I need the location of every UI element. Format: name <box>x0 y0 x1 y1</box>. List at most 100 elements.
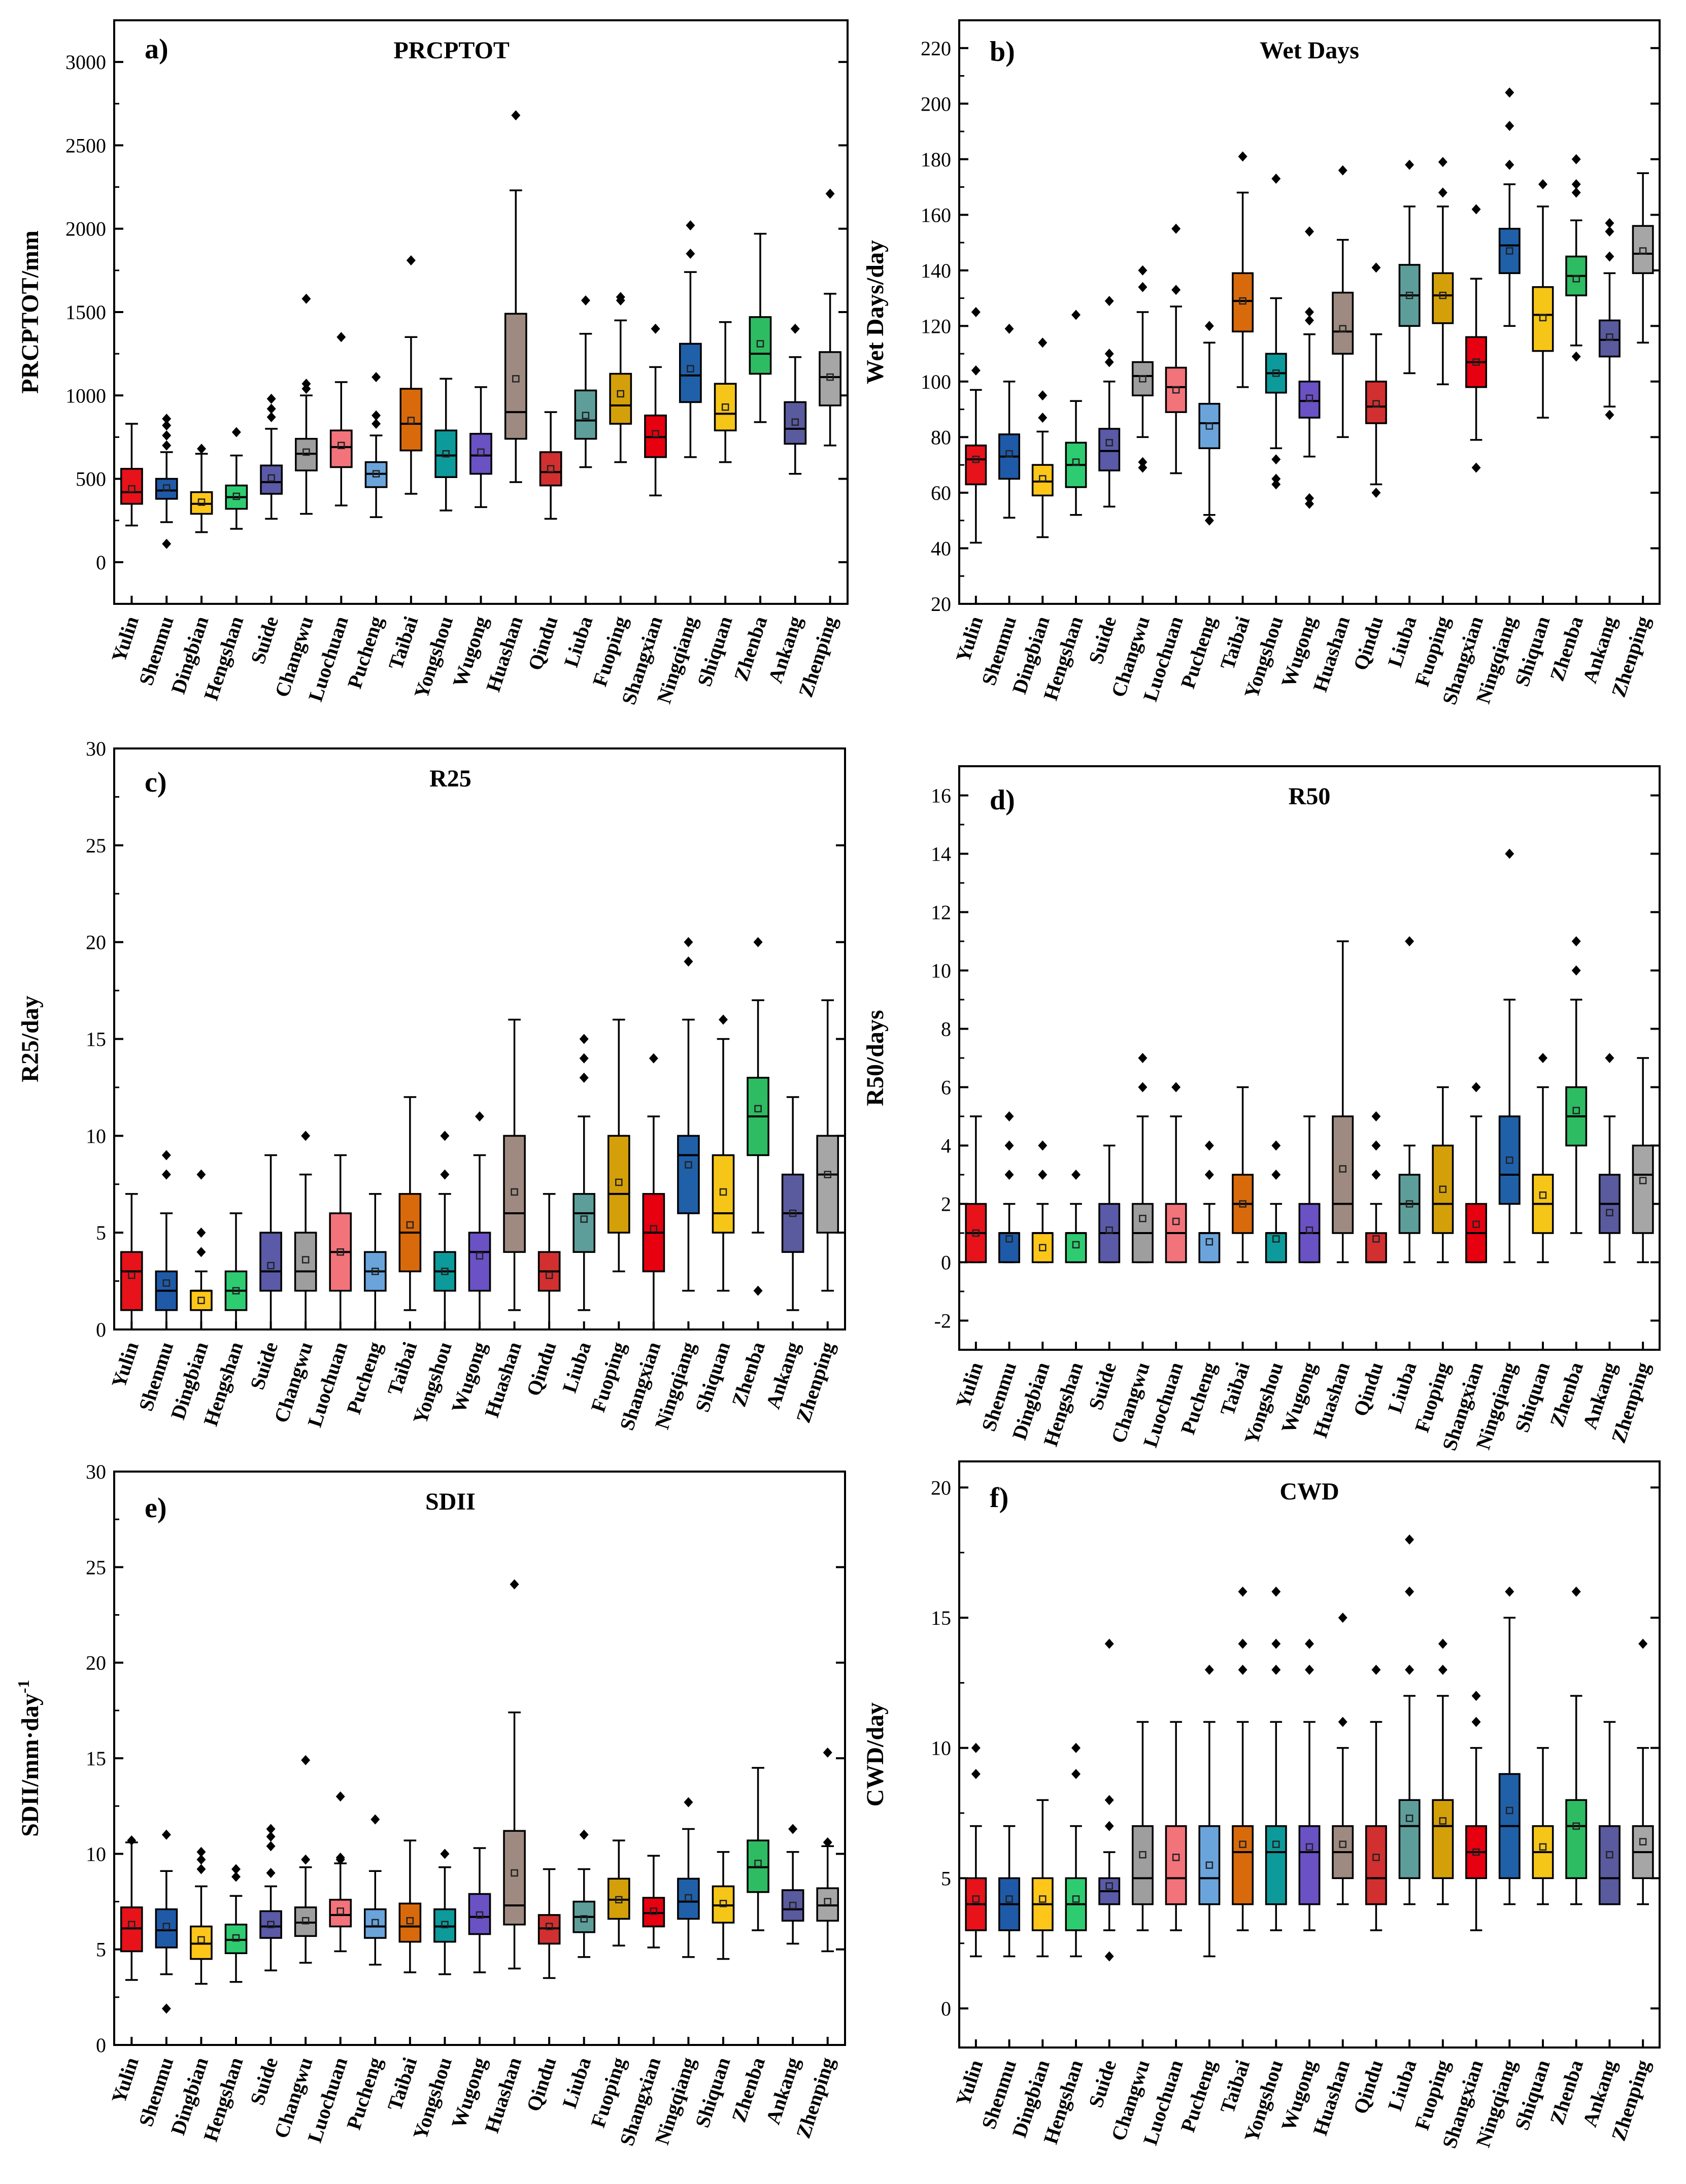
outlier-point <box>1271 454 1281 465</box>
mean-marker <box>128 1271 136 1279</box>
y-tick-label: 0 <box>96 1318 106 1341</box>
outlier-point <box>1371 262 1381 273</box>
outlier-point <box>1538 1053 1547 1063</box>
iqr-box <box>259 1910 282 1939</box>
outlier-point <box>1305 226 1314 237</box>
outlier-point <box>1505 1586 1514 1597</box>
mean-marker <box>1572 1822 1580 1830</box>
iqr-box <box>712 1154 735 1234</box>
outlier-point <box>1405 1664 1414 1675</box>
iqr-box <box>329 429 353 468</box>
outlier-point <box>1104 357 1114 367</box>
box-qindu: Qindu <box>523 411 562 673</box>
mean-marker <box>685 1161 692 1169</box>
outlier-point <box>301 1131 311 1141</box>
outlier-point <box>196 1227 206 1238</box>
y-tick-label: 220 <box>921 37 951 60</box>
outlier-point <box>1338 1717 1347 1727</box>
y-tick-label: 120 <box>921 315 951 337</box>
panel-label: d) <box>990 784 1015 816</box>
iqr-box <box>1031 464 1054 497</box>
outlier-point <box>1471 204 1481 215</box>
outlier-point <box>1438 157 1447 167</box>
mean-marker <box>407 417 415 424</box>
mean-marker <box>128 1921 136 1928</box>
outlier-point <box>196 1169 206 1180</box>
mean-marker <box>1239 1200 1246 1208</box>
outlier-point <box>1605 218 1614 228</box>
mean-marker <box>547 465 555 473</box>
mean-marker <box>824 1171 831 1178</box>
mean-marker <box>1005 1235 1013 1243</box>
mean-marker <box>441 1268 449 1275</box>
iqr-box <box>1565 1799 1588 1880</box>
outlier-point <box>1271 1140 1281 1151</box>
mean-marker <box>1139 1215 1147 1222</box>
mean-marker <box>582 412 590 419</box>
mean-marker <box>406 1221 414 1229</box>
outlier-point <box>1271 479 1281 490</box>
mean-marker <box>162 1923 171 1930</box>
y-tick-label: 30 <box>86 1460 106 1483</box>
iqr-box <box>1498 1115 1521 1205</box>
outlier-point <box>719 1014 728 1025</box>
outlier-point <box>1271 1586 1281 1597</box>
mean-marker <box>1439 1817 1447 1825</box>
iqr-box <box>469 433 492 475</box>
chart-title: CWD <box>1279 1478 1339 1505</box>
y-tick-label: 1500 <box>65 301 106 324</box>
mean-marker <box>1272 1235 1280 1243</box>
iqr-box <box>1332 1115 1354 1234</box>
outlier-point <box>1571 187 1581 198</box>
y-tick-label: 10 <box>86 1124 106 1147</box>
panel-label: e) <box>145 1492 167 1524</box>
panel-label: a) <box>145 33 168 65</box>
mean-marker <box>267 1261 275 1270</box>
outlier-point <box>1571 936 1581 946</box>
outlier-point <box>686 249 695 259</box>
outlier-point <box>1004 1111 1014 1121</box>
mean-marker <box>128 485 136 493</box>
outlier-point <box>581 295 590 305</box>
mean-marker <box>162 1279 171 1287</box>
outlier-point <box>161 1169 171 1180</box>
outlier-point <box>1471 1691 1481 1701</box>
outlier-point <box>1471 1717 1481 1727</box>
mean-marker <box>1305 1226 1313 1234</box>
outlier-point <box>1204 1170 1214 1180</box>
mean-marker <box>1305 1843 1313 1851</box>
panel-label: f) <box>990 1482 1008 1514</box>
iqr-box <box>120 1251 143 1311</box>
y-tick-label: 0 <box>941 1997 951 2020</box>
outlier-point <box>1305 307 1314 317</box>
mean-marker <box>1339 325 1346 333</box>
mean-marker <box>197 1296 205 1304</box>
outlier-point <box>1204 515 1214 526</box>
y-tick-label: -2 <box>934 1310 951 1333</box>
outlier-point <box>1505 848 1514 859</box>
outlier-point <box>684 956 693 967</box>
y-axis-label-superscript: -1 <box>14 1680 32 1693</box>
outlier-point <box>1204 1140 1214 1151</box>
iqr-box <box>1198 402 1221 450</box>
mean-marker <box>1072 458 1080 466</box>
outlier-point <box>684 937 693 947</box>
mean-marker <box>580 1915 588 1923</box>
mean-marker <box>1339 1840 1346 1848</box>
x-tick-label: Yulin <box>951 2057 987 2108</box>
box-liuba: Liuba <box>1383 1534 1421 2113</box>
box-yulin: Yulin <box>951 1743 987 2108</box>
outlier-point <box>510 1579 519 1590</box>
y-tick-label: 20 <box>931 593 951 616</box>
mean-marker <box>1639 247 1647 255</box>
mean-marker <box>476 1252 484 1260</box>
outlier-point <box>579 1072 589 1083</box>
outlier-point <box>266 1824 276 1834</box>
outlier-point <box>579 1034 589 1044</box>
iqr-box <box>329 1898 352 1928</box>
mean-marker <box>1172 1854 1180 1861</box>
outlier-point <box>788 1824 798 1834</box>
box-fuoping: Fuoping <box>1410 1639 1454 2133</box>
iqr-box <box>1298 381 1321 419</box>
